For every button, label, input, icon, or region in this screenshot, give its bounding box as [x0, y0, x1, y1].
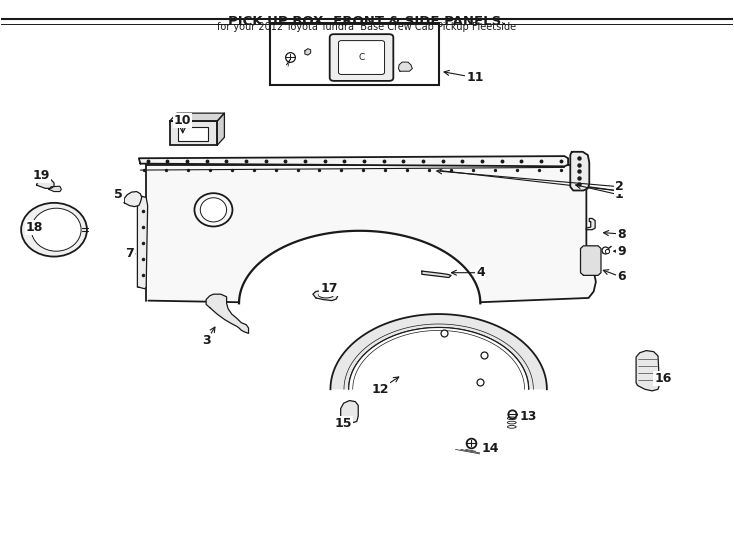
Polygon shape: [139, 156, 568, 166]
Polygon shape: [37, 179, 54, 188]
Text: 7: 7: [125, 247, 134, 260]
Text: PICK UP BOX. FRONT & SIDE PANELS.: PICK UP BOX. FRONT & SIDE PANELS.: [228, 15, 506, 28]
Text: 18: 18: [26, 220, 43, 233]
Polygon shape: [305, 49, 310, 55]
Polygon shape: [341, 401, 358, 423]
FancyBboxPatch shape: [338, 40, 385, 75]
Text: 8: 8: [617, 227, 626, 240]
Text: 17: 17: [320, 282, 338, 295]
Text: 4: 4: [476, 266, 484, 279]
Polygon shape: [170, 113, 225, 121]
Text: 19: 19: [33, 170, 51, 183]
Polygon shape: [570, 152, 589, 191]
Polygon shape: [586, 218, 595, 230]
Polygon shape: [206, 294, 249, 333]
Text: for your 2012 Toyota Tundra  Base Crew Cab Pickup Fleetside: for your 2012 Toyota Tundra Base Crew Ca…: [217, 22, 517, 32]
Text: 14: 14: [481, 442, 498, 455]
Polygon shape: [146, 165, 596, 303]
Ellipse shape: [319, 293, 333, 298]
Bar: [178, 126, 208, 141]
Bar: [270, 23, 439, 85]
Ellipse shape: [195, 193, 233, 226]
Text: 2: 2: [615, 180, 624, 193]
FancyBboxPatch shape: [330, 34, 393, 81]
Ellipse shape: [21, 203, 87, 256]
Polygon shape: [581, 246, 601, 275]
Text: 5: 5: [114, 188, 123, 201]
Polygon shape: [399, 62, 413, 71]
Polygon shape: [137, 196, 148, 289]
Text: 16: 16: [655, 372, 672, 385]
Polygon shape: [313, 291, 338, 301]
Polygon shape: [124, 192, 142, 207]
Text: 12: 12: [371, 383, 389, 396]
Text: 1: 1: [615, 188, 624, 201]
Bar: [170, 121, 217, 145]
Ellipse shape: [32, 208, 81, 251]
Text: 6: 6: [617, 271, 626, 284]
Polygon shape: [239, 231, 480, 330]
Text: 13: 13: [519, 410, 537, 423]
Polygon shape: [49, 186, 62, 192]
Text: 11: 11: [467, 71, 484, 84]
Polygon shape: [422, 271, 451, 278]
Text: 15: 15: [335, 416, 352, 430]
Polygon shape: [330, 314, 547, 389]
Polygon shape: [217, 113, 225, 145]
Text: 3: 3: [202, 334, 211, 347]
Polygon shape: [636, 350, 659, 391]
Text: C: C: [358, 53, 365, 62]
Text: 10: 10: [174, 114, 192, 127]
Ellipse shape: [200, 198, 227, 222]
Text: 9: 9: [617, 245, 626, 258]
